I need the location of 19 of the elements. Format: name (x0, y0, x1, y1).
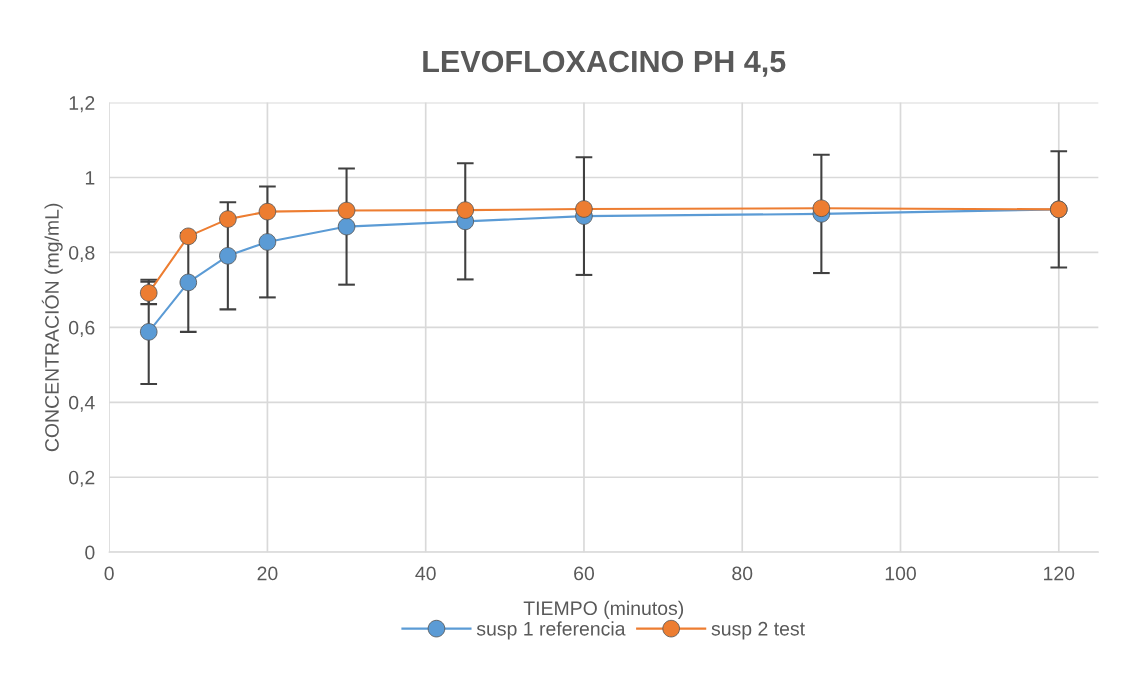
legend-label: susp 2 test (711, 621, 805, 640)
y-axis-title: CONCENTRACIÓN (mg/mL) (41, 203, 63, 452)
x-tick-label: 80 (732, 566, 753, 581)
legend-label: susp 1 referencia (476, 621, 626, 640)
y-tick-label: 1,2 (69, 96, 95, 113)
x-tick-label: 0 (104, 566, 114, 581)
y-tick-label: 1 (85, 171, 95, 185)
y-tick-label: 0 (85, 545, 95, 560)
x-tick-label: 20 (257, 566, 278, 581)
y-tick-label: 0,6 (68, 320, 95, 337)
x-tick-label: 120 (1044, 566, 1075, 581)
x-tick-label: 60 (574, 566, 595, 581)
x-tick-label: 40 (415, 566, 436, 581)
chart-title: LEVOFLOXACINO PH 4,5 (423, 50, 786, 77)
y-tick-label: 0,8 (68, 245, 95, 262)
x-axis-title: TIEMPO (minutos) (523, 600, 684, 619)
x-tick-label: 100 (885, 566, 916, 581)
y-tick-label: 0,4 (68, 395, 95, 412)
y-tick-label: 0,2 (68, 470, 95, 487)
